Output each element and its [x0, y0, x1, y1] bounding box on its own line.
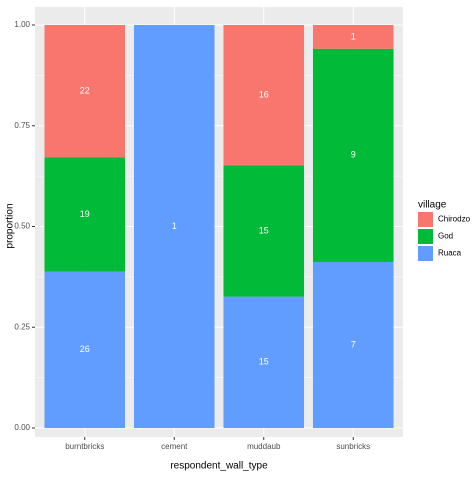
bar-segment	[44, 271, 126, 428]
bar-segment	[133, 25, 215, 428]
bar-segment	[44, 157, 126, 272]
bar-segment	[312, 261, 394, 428]
data-label: 22	[80, 85, 90, 95]
legend-label: Chirodzo	[438, 215, 471, 224]
bar-segment	[223, 296, 305, 428]
y-tick-label: 0.50	[14, 222, 30, 231]
legend-key	[418, 246, 433, 261]
y-axis-label: proportion	[5, 203, 16, 248]
data-label: 15	[259, 225, 269, 235]
data-label: 26	[80, 344, 90, 354]
bar-segment	[312, 48, 394, 262]
legend-label: Ruaca	[438, 249, 462, 258]
data-label: 16	[259, 89, 269, 99]
x-axis-label: respondent_wall_type	[170, 461, 268, 472]
data-label: 19	[80, 209, 90, 219]
bar-segment	[223, 165, 305, 297]
legend-label: God	[438, 232, 453, 241]
x-tick-label: muddaub	[247, 442, 281, 451]
x-tick-label: sunbricks	[336, 442, 370, 451]
y-tick-label: 0.00	[14, 423, 30, 432]
bar-segment	[312, 25, 394, 49]
x-tick-label: cement	[161, 442, 188, 451]
legend-key	[418, 229, 433, 244]
y-tick-label: 0.25	[14, 322, 30, 331]
bar-segment	[44, 25, 126, 158]
x-tick-label: burntbricks	[65, 442, 104, 451]
data-label: 15	[259, 357, 269, 367]
data-label: 9	[351, 150, 356, 160]
data-label: 1	[351, 31, 356, 41]
y-tick-label: 0.75	[14, 121, 30, 130]
data-label: 1	[172, 221, 177, 231]
data-label: 7	[351, 339, 356, 349]
legend-key	[418, 212, 433, 227]
y-tick-label: 1.00	[14, 20, 30, 29]
bar-segment	[223, 25, 305, 166]
legend-title: village	[418, 200, 447, 211]
